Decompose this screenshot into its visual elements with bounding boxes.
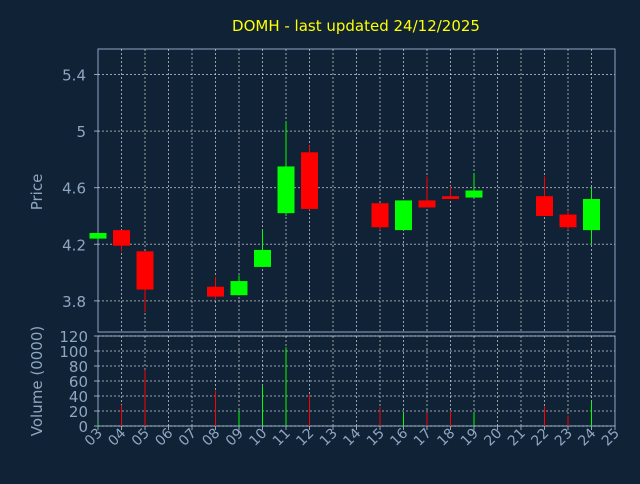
- candle-body: [442, 196, 459, 199]
- candle-body: [254, 249, 271, 267]
- price-tick-label: 5: [76, 123, 86, 141]
- candle-body: [395, 200, 412, 231]
- candle-body: [89, 232, 107, 239]
- volume-tick-label: 40: [69, 388, 88, 406]
- candle-body: [418, 200, 436, 208]
- candle-body: [277, 166, 295, 214]
- price-tick-label: 3.8: [62, 293, 86, 311]
- price-axis-label: Price: [28, 174, 46, 211]
- x-axis-label: Day: [333, 460, 361, 476]
- volume-tick-label: 80: [69, 358, 88, 376]
- candle-body: [465, 190, 483, 198]
- price-y-axis: 3.8 4.2 4.6 5 5.4: [62, 66, 98, 311]
- x-axis: 03 04 05 06 07 08 09 10 11 12 13 14 15 16 17 18 19 20 21 22…: [82, 425, 623, 449]
- price-tick-label: 4.6: [62, 180, 86, 198]
- volume-tick-label: 60: [69, 373, 88, 391]
- volume-axis-label: Volume (0000): [28, 326, 46, 436]
- candles: [89, 121, 600, 313]
- volume-tick-label: 20: [69, 403, 88, 421]
- price-tick-label: 5.4: [62, 66, 86, 84]
- candle-body: [230, 281, 248, 296]
- volume-tick-label: 0: [78, 418, 88, 436]
- chart-title: DOMH - last updated 24/12/2025: [232, 17, 480, 35]
- volume-tick-label: 100: [59, 343, 88, 361]
- candle-body: [113, 230, 130, 246]
- candle-body: [583, 198, 600, 231]
- price-tick-label: 4.2: [62, 236, 86, 254]
- volume-bars: [97, 347, 592, 426]
- volume-tick-label: 120: [59, 328, 88, 346]
- candle-body: [301, 152, 318, 209]
- candle-body: [207, 286, 224, 297]
- candle-body: [536, 196, 553, 216]
- candle-body: [559, 214, 577, 228]
- candle-body: [136, 251, 154, 290]
- candle-body: [371, 203, 389, 228]
- price-panel: 3.8 4.2 4.6 5 5.4 Price: [28, 48, 616, 333]
